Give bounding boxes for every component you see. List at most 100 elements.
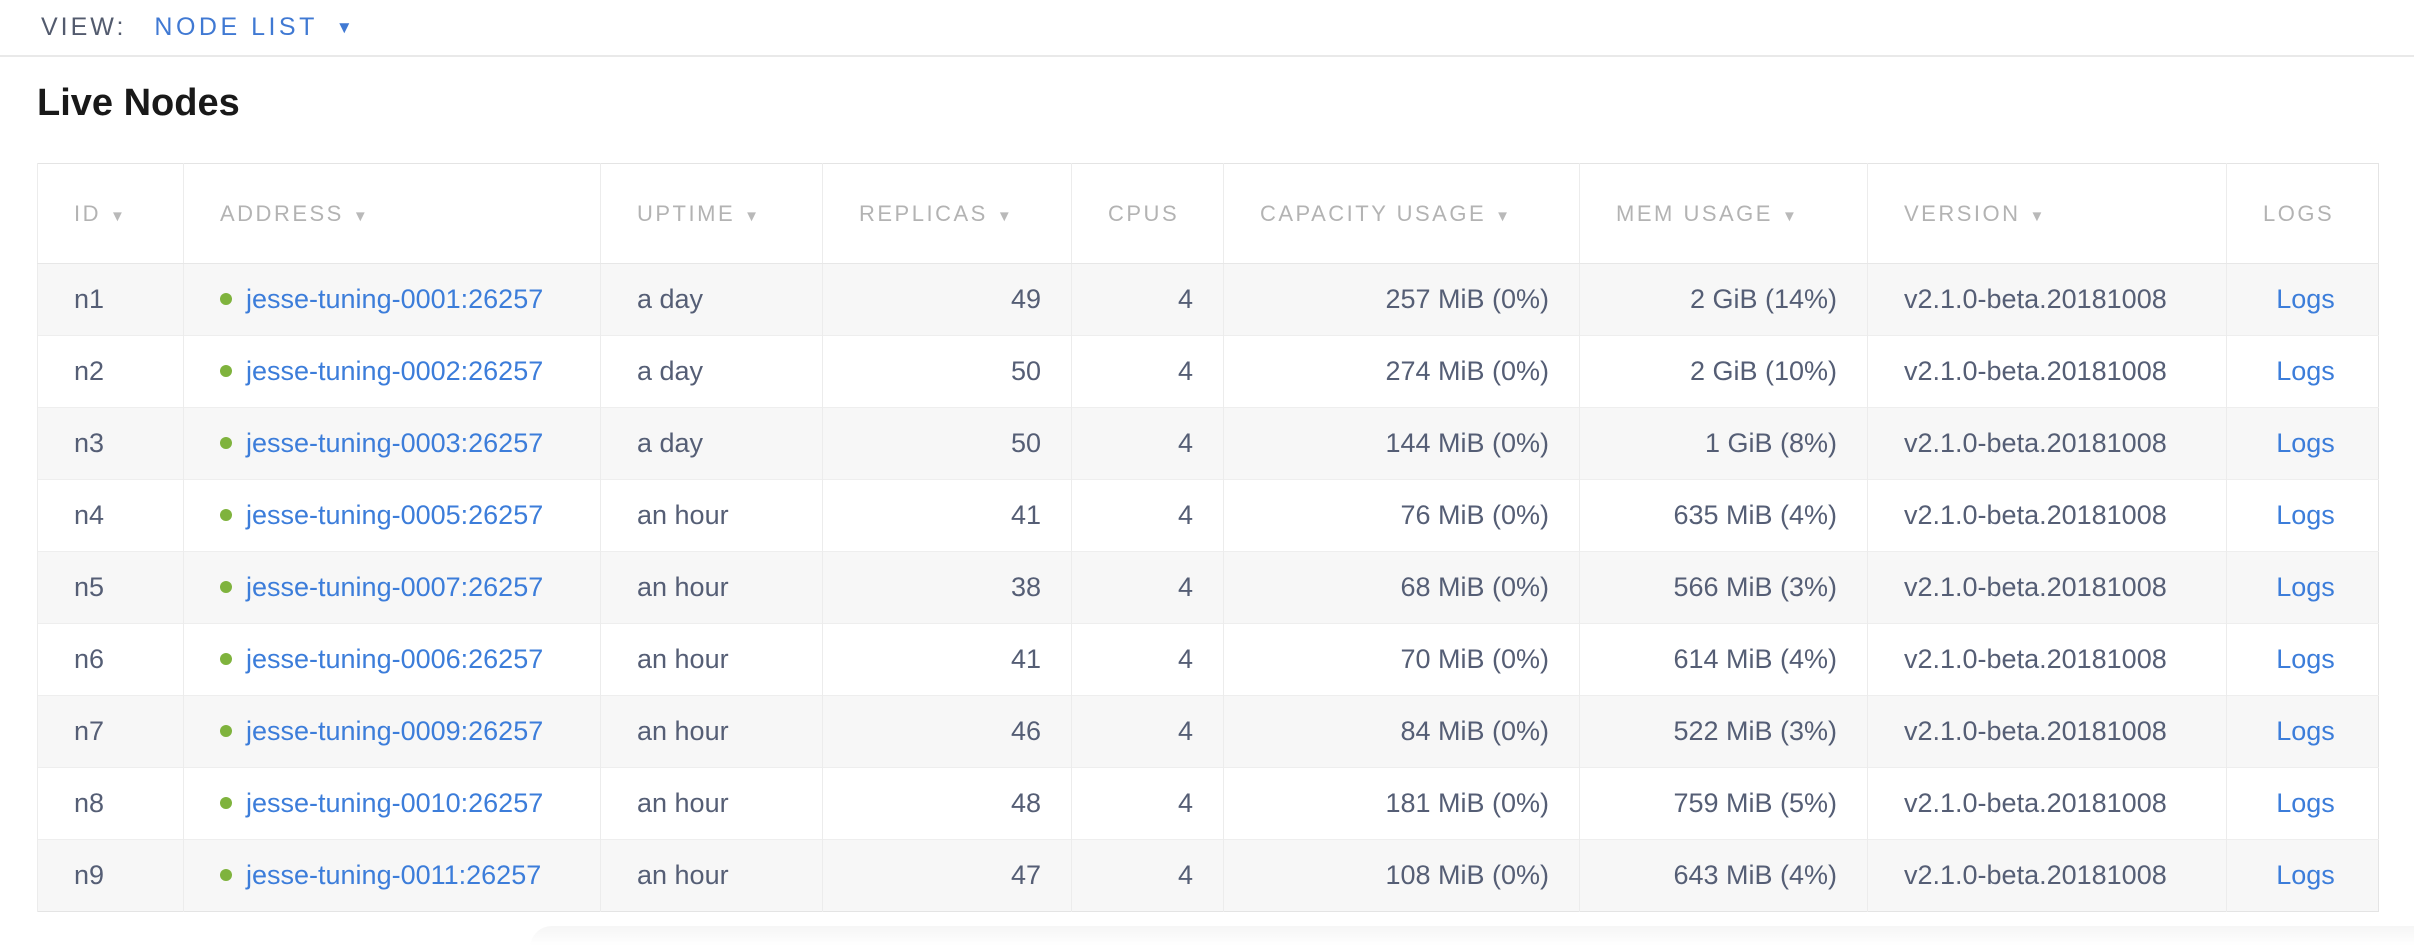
cell-cpus: 4 [1071, 551, 1224, 624]
cell-cpus: 4 [1071, 767, 1224, 840]
view-label: VIEW: [41, 13, 127, 41]
cell-cpus: 4 [1071, 695, 1224, 768]
column-header-mem[interactable]: MEM USAGE ▼ [1579, 163, 1868, 264]
column-header-version[interactable]: VERSION ▼ [1867, 163, 2227, 264]
cell-replicas: 50 [822, 407, 1072, 480]
cell-mem: 635 MiB (4%) [1579, 479, 1868, 552]
node-live-status-icon [220, 292, 232, 305]
node-live-status-icon [220, 796, 232, 809]
page-title: Live Nodes [37, 82, 240, 124]
column-header-label: ID [74, 200, 101, 226]
cell-uptime: an hour [600, 695, 823, 768]
cell-capacity: 76 MiB (0%) [1223, 479, 1580, 552]
cell-version: v2.1.0-beta.20181008 [1867, 479, 2227, 552]
cell-cpus: 4 [1071, 263, 1224, 336]
cell-address: jesse-tuning-0007:26257 [183, 551, 601, 624]
cell-logs: Logs [2226, 551, 2379, 624]
sort-desc-icon: ▼ [996, 207, 1012, 225]
cell-id: n1 [37, 263, 184, 336]
sort-desc-icon: ▼ [1781, 207, 1797, 225]
node-live-status-icon [220, 364, 232, 377]
view-selected-value: NODE LIST [154, 13, 318, 41]
node-address-link[interactable]: jesse-tuning-0007:26257 [246, 572, 544, 602]
logs-link[interactable]: Logs [2276, 428, 2335, 458]
cell-replicas: 49 [822, 263, 1072, 336]
cell-address: jesse-tuning-0003:26257 [183, 407, 601, 480]
logs-link[interactable]: Logs [2276, 716, 2335, 746]
node-address-link[interactable]: jesse-tuning-0009:26257 [246, 716, 544, 746]
column-header-capacity[interactable]: CAPACITY USAGE ▼ [1223, 163, 1580, 264]
cell-uptime: an hour [600, 839, 823, 912]
cell-address: jesse-tuning-0002:26257 [183, 335, 601, 408]
logs-link[interactable]: Logs [2276, 644, 2335, 674]
column-header-label: VERSION [1904, 200, 2021, 226]
cell-replicas: 38 [822, 551, 1072, 624]
logs-link[interactable]: Logs [2276, 788, 2335, 818]
logs-link[interactable]: Logs [2276, 572, 2335, 602]
live-nodes-table: ID ▼ ADDRESS ▼ UPTIME ▼ REPLICAS ▼ CPUS CAPACITY … [37, 163, 2379, 912]
cell-logs: Logs [2226, 623, 2379, 696]
table-header: ID ▼ ADDRESS ▼ UPTIME ▼ REPLICAS ▼ CPUS CAPACITY … [37, 163, 2379, 264]
cell-replicas: 47 [822, 839, 1072, 912]
cell-capacity: 70 MiB (0%) [1223, 623, 1580, 696]
column-header-label: CAPACITY USAGE [1260, 200, 1487, 226]
cell-id: n8 [37, 767, 184, 840]
cell-version: v2.1.0-beta.20181008 [1867, 839, 2227, 912]
cell-version: v2.1.0-beta.20181008 [1867, 407, 2227, 480]
cell-version: v2.1.0-beta.20181008 [1867, 695, 2227, 768]
column-header-uptime[interactable]: UPTIME ▼ [600, 163, 823, 264]
cell-mem: 759 MiB (5%) [1579, 767, 1868, 840]
column-header-id[interactable]: ID ▼ [37, 163, 184, 264]
cell-replicas: 41 [822, 479, 1072, 552]
logs-link[interactable]: Logs [2276, 356, 2335, 386]
sort-desc-icon: ▼ [352, 207, 368, 225]
logs-link[interactable]: Logs [2276, 284, 2335, 314]
cell-mem: 643 MiB (4%) [1579, 839, 1868, 912]
cell-uptime: a day [600, 335, 823, 408]
logs-link[interactable]: Logs [2276, 500, 2335, 530]
cell-id: n4 [37, 479, 184, 552]
cell-replicas: 41 [822, 623, 1072, 696]
node-live-status-icon [220, 436, 232, 449]
column-header-replicas[interactable]: REPLICAS ▼ [822, 163, 1072, 264]
cell-uptime: an hour [600, 551, 823, 624]
sort-desc-icon: ▼ [744, 207, 759, 225]
cell-mem: 614 MiB (4%) [1579, 623, 1868, 696]
cell-cpus: 4 [1071, 623, 1224, 696]
node-address-link[interactable]: jesse-tuning-0001:26257 [246, 284, 544, 314]
cell-capacity: 68 MiB (0%) [1223, 551, 1580, 624]
sort-desc-icon: ▼ [1495, 207, 1510, 225]
cell-cpus: 4 [1071, 479, 1224, 552]
cell-version: v2.1.0-beta.20181008 [1867, 623, 2227, 696]
cell-capacity: 144 MiB (0%) [1223, 407, 1580, 480]
column-header-label: LOGS [2263, 200, 2335, 226]
node-row-n3: n3 jesse-tuning-0003:26257 a day 50 4 144 MiB… [37, 407, 2379, 480]
live-nodes-section: Live Nodes ID ▼ ADDRESS ▼ UPTIME ▼ REPLICAS ▼ CP… [0, 57, 2414, 912]
view-selector-dropdown[interactable]: NODE LIST ▼ [154, 13, 352, 42]
cell-address: jesse-tuning-0006:26257 [183, 623, 601, 696]
node-row-n5: n5 jesse-tuning-0007:26257 an hour 38 4 68 Mi… [37, 551, 2379, 624]
cell-id: n5 [37, 551, 184, 624]
cell-logs: Logs [2226, 263, 2379, 336]
node-address-link[interactable]: jesse-tuning-0006:26257 [246, 644, 544, 674]
column-header-label: CPUS [1108, 200, 1180, 226]
node-row-n4: n4 jesse-tuning-0005:26257 an hour 41 4 76 Mi… [37, 479, 2379, 552]
node-address-link[interactable]: jesse-tuning-0002:26257 [246, 356, 544, 386]
node-address-link[interactable]: jesse-tuning-0011:26257 [246, 860, 542, 890]
cell-address: jesse-tuning-0009:26257 [183, 695, 601, 768]
node-row-n9: n9 jesse-tuning-0011:26257 an hour 47 4 108 M… [37, 839, 2379, 912]
node-address-link[interactable]: jesse-tuning-0005:26257 [246, 500, 544, 530]
cell-capacity: 274 MiB (0%) [1223, 335, 1580, 408]
logs-link[interactable]: Logs [2276, 860, 2335, 890]
column-header-label: MEM USAGE [1616, 200, 1773, 226]
node-address-link[interactable]: jesse-tuning-0010:26257 [246, 788, 544, 818]
column-header-address[interactable]: ADDRESS ▼ [183, 163, 601, 264]
cell-address: jesse-tuning-0001:26257 [183, 263, 601, 336]
chevron-down-icon: ▼ [335, 17, 353, 37]
cell-id: n3 [37, 407, 184, 480]
below-fold-panel-shadow [530, 926, 2414, 948]
node-address-link[interactable]: jesse-tuning-0003:26257 [246, 428, 544, 458]
cell-replicas: 50 [822, 335, 1072, 408]
node-live-status-icon [220, 868, 232, 881]
cell-logs: Logs [2226, 839, 2379, 912]
